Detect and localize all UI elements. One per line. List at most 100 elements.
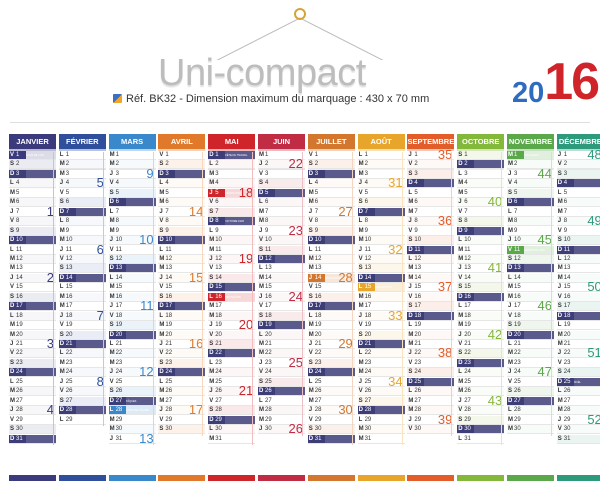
day-letter: J [159, 208, 163, 215]
day-number: 16 [265, 293, 272, 300]
day-number: 30 [314, 426, 322, 433]
day-letter: S [109, 388, 114, 395]
day-letter: D [109, 331, 114, 338]
day-row: D 19 [258, 321, 305, 331]
day-number: 14 [165, 274, 173, 281]
day-letter: S [59, 199, 64, 206]
day-letter: M [408, 341, 414, 347]
day-letter: S [159, 293, 164, 300]
year-display: 2016 [512, 56, 600, 109]
month-name: JUIN [258, 134, 305, 149]
day-letter: V [259, 237, 264, 244]
week-number: 2 [46, 269, 54, 285]
day-number: 30 [215, 426, 222, 433]
week-number: 41 [487, 260, 503, 276]
day-number: 14 [563, 274, 571, 281]
day-number: 18 [364, 312, 372, 319]
day-letter: M [358, 426, 364, 433]
day-number: 15 [65, 284, 73, 291]
day-letter: J [10, 208, 14, 215]
day-letter: L [408, 322, 413, 329]
day-number: 8 [314, 218, 319, 225]
day-number: 9 [414, 227, 418, 234]
day-letter: D [508, 265, 513, 272]
day-letter: M [408, 331, 414, 338]
month-name: JANVIER [9, 134, 56, 149]
day-letter: L [109, 208, 114, 215]
day-number: 27 [314, 397, 322, 404]
day-number: 14 [115, 274, 123, 281]
day-row: J 21 [158, 340, 206, 349]
day-row: M 18 [208, 311, 256, 321]
day-number: 8 [115, 218, 119, 225]
day-number: 10 [414, 237, 422, 244]
day-letter: D [209, 284, 214, 291]
day-number: 29 [314, 416, 322, 423]
day-letter: L [458, 303, 462, 310]
day-number: 13 [464, 265, 471, 272]
week-number: 9 [146, 165, 154, 181]
day-number: 27 [16, 397, 23, 404]
day-letter: M [458, 189, 464, 196]
day-row: D 20 [507, 330, 554, 340]
day-row: J 29 [407, 415, 455, 425]
day-number: 4 [165, 180, 169, 187]
day-letter: M [259, 284, 264, 291]
day-number: 29 [215, 416, 222, 423]
day-number: 17 [215, 303, 222, 310]
day-number: 21 [314, 341, 322, 347]
day-letter: J [557, 416, 562, 423]
week-number: 51 [587, 345, 600, 361]
day-letter: M [308, 331, 314, 338]
day-letter: M [557, 397, 563, 404]
day-letter: M [59, 303, 65, 310]
day-number: 25 [16, 378, 23, 385]
day-number: 29 [414, 416, 422, 423]
week-number: 30 [338, 402, 353, 418]
day-letter: M [209, 180, 215, 187]
day-letter: D [10, 369, 15, 376]
day-row: S 29 [457, 415, 505, 425]
day-letter: J [10, 274, 14, 281]
day-number: 11 [265, 246, 272, 253]
day-number: 25 [514, 378, 521, 385]
day-number: 7 [464, 208, 468, 215]
day-letter: J [408, 284, 412, 291]
day-row: V 25 [507, 377, 554, 387]
day-row: L 14 [507, 273, 554, 283]
day-row: J 10 [507, 236, 554, 246]
day-letter: L [209, 161, 213, 168]
day-row: D 15 [208, 283, 256, 293]
day-number: 3 [65, 170, 70, 177]
week-number: 3 [46, 336, 54, 351]
day-letter: S [59, 331, 64, 338]
year-prefix: 20 [512, 77, 545, 109]
day-letter: L [10, 246, 14, 253]
holiday-label: LUNDI DE PÂQUES [125, 409, 150, 413]
month-column-5: MAI D 1 FÊTE DU TRAVAIL L 2 M 3 M 4 J 5 ASCENSION 18 V… [208, 134, 256, 481]
day-letter: J [358, 180, 362, 187]
day-letter: S [557, 237, 562, 244]
day-letter: J [458, 199, 462, 206]
day-number: 3 [414, 170, 418, 177]
day-letter: L [458, 435, 462, 442]
day-letter: J [508, 369, 512, 376]
day-number: 1 [514, 152, 518, 158]
day-letter: L [358, 218, 363, 225]
day-number: 7 [364, 208, 368, 215]
day-letter: L [458, 369, 462, 376]
day-number: 14 [265, 274, 272, 281]
day-row: L 12 [407, 254, 455, 264]
day-row: M 27 [158, 396, 206, 406]
day-letter: V [308, 350, 313, 357]
month-name: JUILLET [307, 134, 355, 149]
day-number: 25 [414, 378, 422, 385]
day-row: L 16 PENTECÔTE [208, 292, 256, 302]
